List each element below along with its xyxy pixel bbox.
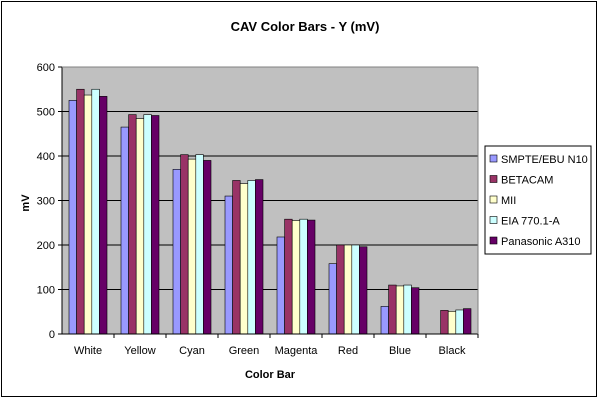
- y-tick-label: 500: [37, 107, 55, 119]
- x-tick-label: Yellow: [124, 345, 155, 357]
- bar: [336, 244, 345, 335]
- bar: [380, 306, 389, 335]
- bar: [180, 154, 189, 335]
- bar: [307, 219, 316, 335]
- bar: [203, 160, 212, 335]
- bar: [224, 195, 233, 335]
- x-tick-label: Cyan: [179, 345, 205, 357]
- bar: [151, 115, 160, 335]
- y-tick-label: 400: [37, 151, 55, 163]
- bar: [447, 311, 457, 335]
- bar: [299, 218, 308, 335]
- bar: [276, 236, 285, 335]
- legend-label: SMPTE/EBU N10: [501, 154, 588, 166]
- x-tick-label: Green: [229, 345, 260, 357]
- x-tick-label: Red: [338, 345, 358, 357]
- bar: [463, 308, 472, 335]
- legend-swatch: [489, 154, 498, 163]
- legend-label: MII: [501, 195, 516, 207]
- legend-swatch: [489, 195, 498, 204]
- bar: [359, 246, 368, 335]
- legend-swatch: [489, 216, 498, 224]
- legend-swatch: [489, 175, 498, 183]
- bar: [284, 218, 293, 335]
- bar: [343, 244, 353, 335]
- bar: [120, 126, 129, 335]
- y-tick-label: 0: [49, 329, 55, 341]
- bar: [91, 88, 100, 335]
- legend-box: [484, 145, 592, 255]
- bar: [351, 244, 360, 335]
- bar: [395, 285, 405, 335]
- bar: [76, 88, 85, 335]
- bar: [128, 114, 137, 335]
- x-tick-label: Blue: [389, 345, 411, 357]
- x-tick-label: Magenta: [275, 345, 319, 357]
- bar: [291, 220, 301, 335]
- legend-label: EIA 770.1-A: [501, 216, 560, 228]
- bar: [440, 310, 449, 335]
- bar: [455, 309, 464, 335]
- bar: [239, 183, 249, 335]
- y-tick-label: 200: [37, 240, 55, 252]
- legend-swatch: [489, 236, 498, 245]
- bar: [411, 287, 420, 335]
- y-tick-label: 100: [37, 285, 55, 297]
- x-tick-label: Black: [439, 345, 466, 357]
- y-tick-label: 600: [37, 62, 55, 74]
- x-axis-label: Color Bar: [245, 369, 296, 381]
- bar: [135, 118, 145, 335]
- legend-label: Panasonic A310: [501, 236, 581, 248]
- y-tick-label: 300: [37, 196, 55, 208]
- x-tick-labels: White Yellow Cyan Green Magenta Red Blue Black: [74, 345, 466, 357]
- bar: [68, 100, 77, 335]
- x-tick-label: White: [74, 345, 102, 357]
- bars: [68, 88, 472, 335]
- y-axis-label: mV: [20, 194, 32, 212]
- bar: [255, 179, 264, 335]
- y-tick-labels: 0 100 200 300 400 500 600: [37, 62, 55, 341]
- bar: [195, 154, 204, 335]
- legend-label: BETACAM: [501, 175, 553, 187]
- bar: [187, 158, 197, 335]
- bar: [172, 169, 181, 335]
- bar: [232, 180, 241, 335]
- legend: SMPTE/EBU N10 BETACAM MII EIA 770.1-A Panaso…: [484, 145, 592, 255]
- axes: [58, 66, 479, 338]
- bar: [388, 284, 397, 335]
- bar: [328, 263, 337, 335]
- bar: [247, 180, 256, 335]
- bar: [403, 284, 412, 335]
- bar: [83, 94, 93, 335]
- chart-title: CAV Color Bars - Y (mV): [231, 19, 380, 34]
- bar: [99, 96, 108, 335]
- bar: [143, 114, 152, 335]
